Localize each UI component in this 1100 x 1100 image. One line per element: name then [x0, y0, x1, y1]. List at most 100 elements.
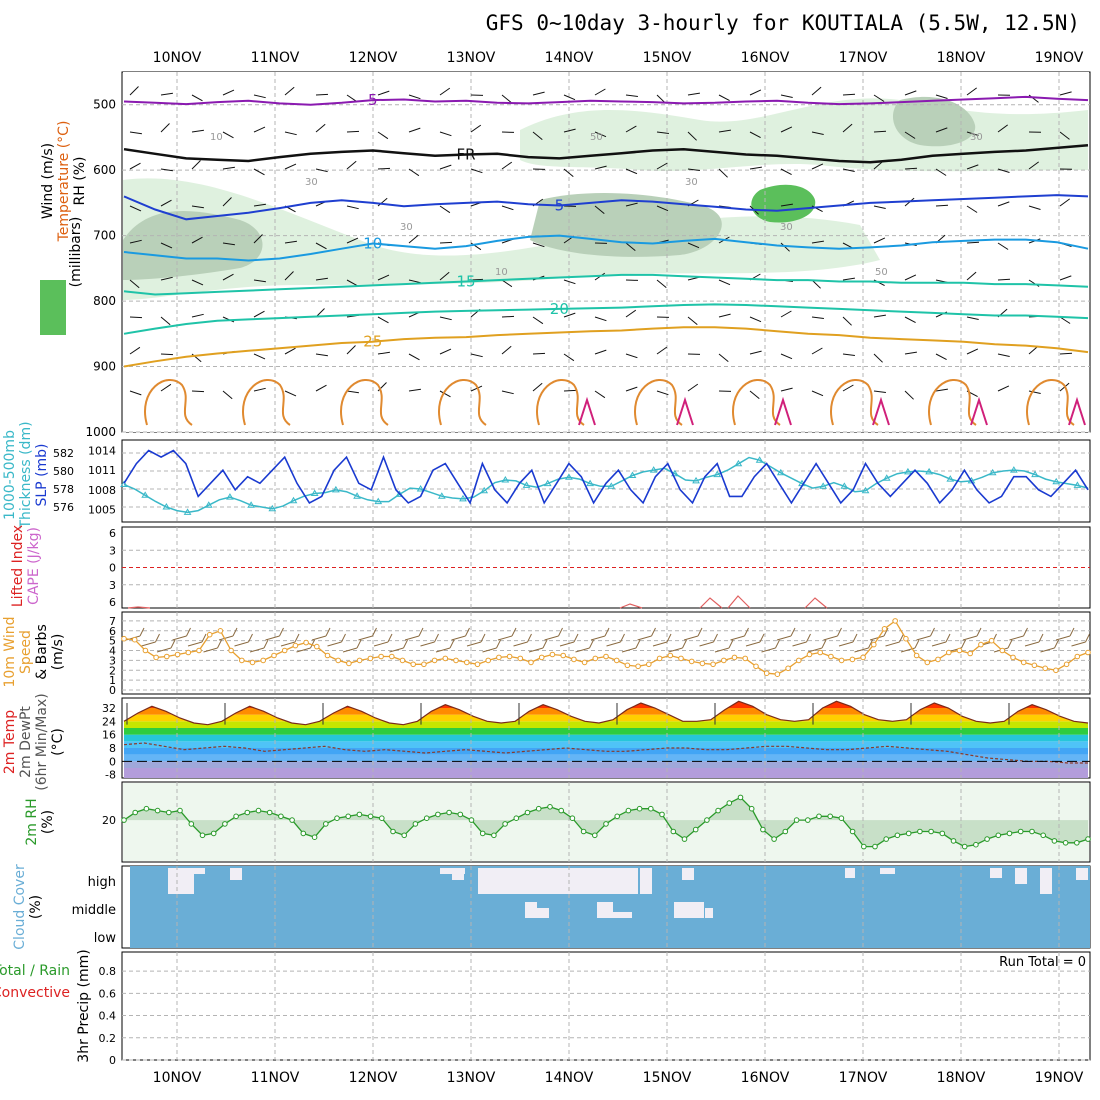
y-tick-label: 580: [53, 465, 74, 478]
temperature-contour: [676, 396, 694, 426]
temperature-contour: [123, 95, 1089, 106]
wind-barb: [899, 633, 904, 643]
wind-barb: [532, 382, 543, 392]
rh-point: [188, 821, 195, 827]
wind-barb: [527, 633, 532, 643]
wind-barb: [563, 128, 576, 133]
wind-speed-point: [474, 661, 481, 668]
wind-barb: [697, 627, 703, 637]
wind-barb: [408, 168, 420, 177]
rh-point: [1040, 832, 1046, 839]
wind-barb: [532, 131, 543, 140]
rh-point: [233, 813, 239, 820]
thickness-point: [861, 486, 870, 494]
wind-barb: [315, 242, 327, 250]
wind-barb: [439, 131, 452, 137]
wind-barb: [883, 627, 889, 637]
thickness-point: [437, 492, 446, 499]
wind-barb: [573, 633, 579, 643]
wind-barb: [873, 237, 886, 244]
wind-barb: [435, 647, 451, 653]
wind-speed-point: [153, 654, 159, 661]
cloud-gap: [535, 908, 549, 918]
wind-barb: [651, 627, 656, 637]
wind-barb: [253, 387, 266, 392]
cloud-gap: [640, 868, 652, 894]
rh-point: [154, 807, 161, 814]
wind-barb: [439, 205, 451, 214]
wind-barb: [420, 641, 435, 647]
wind-speed-point: [346, 660, 352, 667]
wind-barb: [823, 635, 838, 641]
wind-barb: [160, 316, 171, 326]
thickness-point: [565, 473, 573, 480]
wind-barb: [1028, 205, 1041, 210]
temperature-contour: [144, 379, 193, 426]
wind-barb: [837, 627, 842, 637]
wind-barb: [625, 242, 636, 251]
y-tick-label: 0.4: [99, 1010, 117, 1023]
wind-speed-point: [410, 661, 417, 668]
y-tick-label: 582: [53, 447, 74, 460]
wind-barb: [249, 647, 265, 653]
wind-speed-point: [431, 657, 438, 664]
wind-barb: [253, 234, 263, 244]
rh-point: [334, 815, 340, 822]
wind-barb: [806, 633, 811, 643]
wind-barb: [1069, 627, 1075, 637]
thickness-point: [988, 468, 997, 476]
panel-side-label: 1000-500mb: [2, 430, 18, 520]
top-date-axis: 10NOV 11NOV 12NOV 13NOV 14NOV 15NOV 16NOV 17NOV…: [153, 50, 1084, 66]
panel-side-label: Temperature (°C): [56, 121, 72, 243]
wind-barb: [129, 279, 140, 289]
thickness-point: [141, 491, 150, 498]
rh-point: [356, 811, 363, 818]
wind-barb: [310, 639, 315, 649]
contour-label: 15: [457, 272, 476, 290]
rh-point: [861, 843, 867, 850]
rh-point: [143, 805, 150, 812]
wind-barb: [1059, 275, 1072, 281]
rh-point: [614, 813, 621, 820]
wind-barb: [404, 635, 420, 641]
wind-barb: [501, 94, 512, 103]
wind-barb: [129, 86, 139, 96]
wind-barb: [1028, 390, 1041, 394]
wind-speed-point: [667, 652, 674, 659]
temperature-band: [124, 721, 1088, 728]
rh-point: [950, 838, 957, 844]
wind-barb: [155, 633, 160, 643]
y-tick-label: 3: [109, 654, 116, 667]
wind-barb: [263, 639, 269, 649]
wind-barb: [935, 168, 947, 176]
temperature-contour: [123, 303, 1089, 335]
wind-barb: [191, 313, 204, 318]
wind-barb: [532, 91, 545, 96]
rh-shading-high: [751, 184, 816, 223]
rh-point: [838, 815, 845, 822]
rh-point: [872, 843, 878, 850]
thickness-point: [946, 475, 955, 482]
wind-barb: [387, 633, 393, 643]
y-tick-label: 16: [102, 729, 116, 742]
cloud-gap: [597, 902, 613, 918]
wind-barb: [222, 131, 234, 139]
wind-barb: [466, 641, 482, 647]
wind-barb: [656, 279, 667, 288]
wind-speed-point: [485, 657, 492, 664]
rh-point: [1062, 840, 1069, 846]
wind-speed-point: [699, 660, 706, 667]
wind-barb: [346, 279, 358, 287]
wind-barb: [563, 279, 576, 285]
wind-barb: [139, 627, 145, 637]
wind-barb: [687, 383, 699, 392]
wind-speed-point: [946, 649, 952, 656]
wind-barb: [749, 390, 760, 399]
rh-contour-label: 30: [685, 177, 698, 188]
wind-barb: [434, 633, 439, 643]
wind-barb: [749, 131, 761, 139]
wind-barb: [501, 315, 515, 318]
panel-side-label: Speed: [18, 630, 34, 674]
thickness-line: [123, 456, 1089, 514]
rh-point: [401, 832, 408, 839]
